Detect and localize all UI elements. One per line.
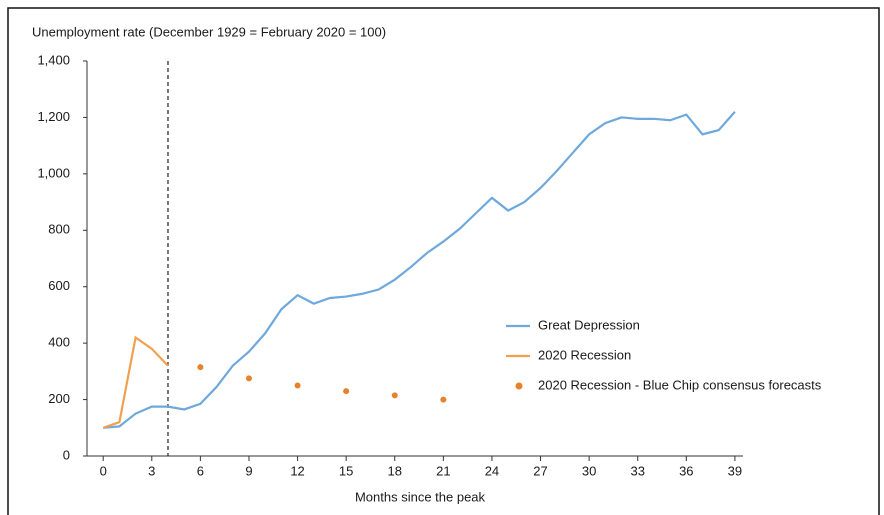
y-tick-label: 1,400 [37,52,70,67]
forecast-point [197,364,204,371]
forecast-point [343,388,350,395]
frame [7,7,880,515]
x-tick-label: 6 [197,463,204,478]
y-tick-label: 800 [48,222,70,237]
legend-swatch [515,382,523,390]
series-line [103,111,736,429]
x-tick-label: 3 [148,463,155,478]
y-tick-label: 400 [48,335,70,350]
y-tick-label: 1,000 [37,165,70,180]
y-tick-label: 200 [48,391,70,406]
x-tick-label: 0 [100,463,107,478]
forecast-point [391,392,398,399]
x-tick-label: 30 [582,463,596,478]
x-tick-label: 33 [630,463,644,478]
x-tick-label: 27 [533,463,547,478]
x-tick-label: 24 [485,463,499,478]
chart-title: Unemployment rate (December 1929 = Febru… [32,24,386,39]
y-tick-label: 1,200 [37,109,70,124]
forecast-point [294,382,301,389]
x-tick-label: 36 [679,463,693,478]
legend-label: 2020 Recession [538,347,631,362]
x-tick-label: 39 [728,463,742,478]
y-tick-label: 600 [48,278,70,293]
legend-label: 2020 Recession - Blue Chip consensus for… [538,377,822,392]
y-tick-label: 0 [63,447,70,462]
x-tick-label: 18 [388,463,402,478]
x-tick-label: 15 [339,463,353,478]
x-tick-label: 9 [245,463,252,478]
x-tick-label: 12 [290,463,304,478]
forecast-point [440,396,447,403]
x-axis-label: Months since the peak [355,489,486,504]
forecast-point [245,375,252,382]
x-tick-label: 21 [436,463,450,478]
legend-label: Great Depression [538,317,640,332]
series-line [102,335,169,429]
